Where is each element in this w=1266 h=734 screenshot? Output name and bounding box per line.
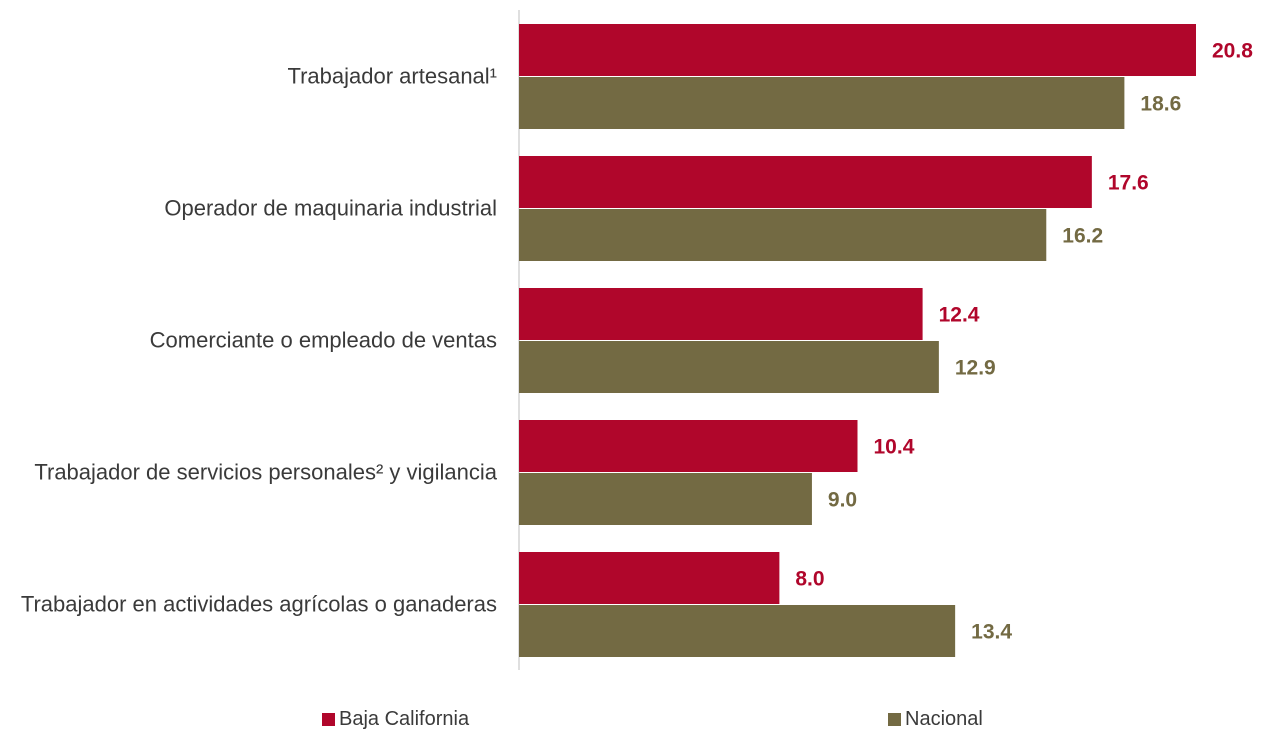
bar	[519, 420, 858, 472]
category-label: Operador de maquinaria industrial	[164, 195, 497, 221]
value-label: 10.4	[874, 436, 915, 459]
category-label: Trabajador artesanal¹	[287, 63, 497, 89]
value-label: 12.4	[939, 304, 980, 327]
legend-swatch	[322, 713, 335, 726]
bar	[519, 552, 780, 604]
legend-label: Nacional	[905, 708, 983, 730]
legend-item: Baja California	[322, 708, 469, 731]
value-label: 17.6	[1108, 172, 1149, 195]
category-label: Comerciante o empleado de ventas	[149, 327, 497, 353]
legend-item: Nacional	[888, 708, 983, 731]
value-label: 13.4	[971, 621, 1012, 644]
bar	[519, 24, 1196, 76]
category-label: Trabajador en actividades agrícolas o ga…	[20, 591, 497, 617]
legend-swatch	[888, 713, 901, 726]
value-label: 9.0	[828, 489, 857, 512]
value-label: 18.6	[1140, 93, 1181, 116]
bar	[519, 473, 812, 525]
bar	[519, 209, 1047, 261]
value-label: 16.2	[1062, 225, 1103, 248]
bar	[519, 288, 923, 340]
value-label: 8.0	[795, 568, 824, 591]
bar	[519, 156, 1092, 208]
value-label: 20.8	[1212, 40, 1253, 63]
bar	[519, 341, 939, 393]
bar	[519, 605, 956, 657]
category-label: Trabajador de servicios personales² y vi…	[34, 459, 497, 485]
value-label: 12.9	[955, 357, 996, 380]
legend-label: Baja California	[339, 708, 470, 730]
bar	[519, 77, 1125, 129]
